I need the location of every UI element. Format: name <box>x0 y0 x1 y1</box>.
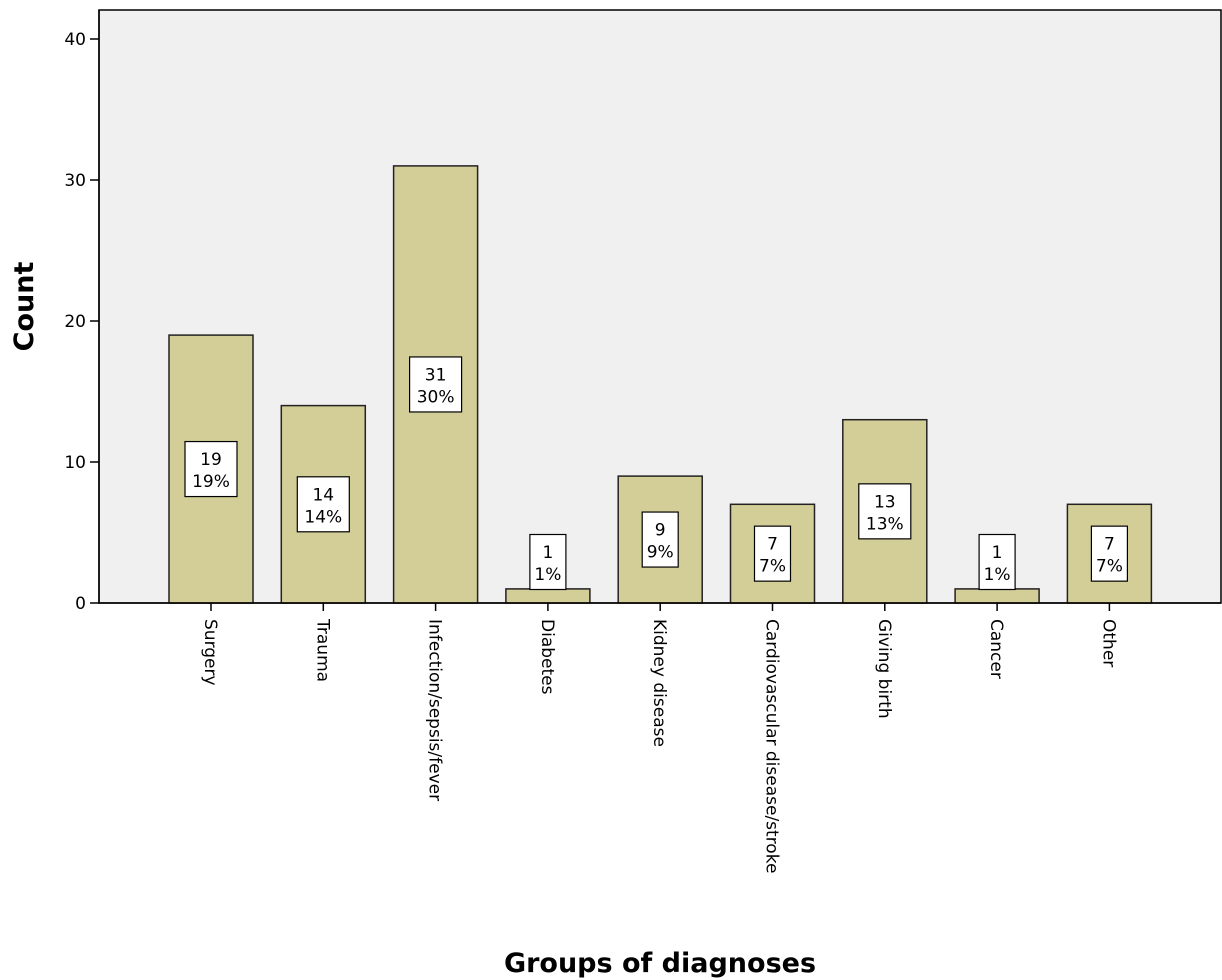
x-tick-label: Kidney disease <box>649 619 669 747</box>
data-label-count: 9 <box>655 521 666 541</box>
x-tick-label: Cancer <box>986 619 1006 679</box>
y-tick-label: 40 <box>64 30 86 50</box>
x-tick-label: Diabetes <box>537 619 557 695</box>
data-label-box <box>184 440 238 498</box>
bar <box>505 588 591 604</box>
x-tick-label: Infection/sepsis/fever <box>425 619 445 801</box>
y-axis: 0 10 20 30 40 <box>64 10 100 614</box>
data-label-box <box>978 533 1016 591</box>
bar <box>954 588 1040 604</box>
x-tick-label: Giving birth <box>874 619 894 719</box>
data-label-count: 1 <box>542 543 553 563</box>
data-label-percent: 13% <box>866 514 904 534</box>
data-label-percent: 1% <box>984 565 1011 585</box>
x-axis-title: Groups of diagnoses <box>504 948 816 979</box>
data-label-count: 13 <box>874 492 896 512</box>
y-tick-label: 0 <box>75 594 86 614</box>
x-axis: Surgery Trauma Infection/sepsis/fever Diabe… <box>99 602 1221 873</box>
data-label-percent: 19% <box>192 472 230 492</box>
data-label-box <box>296 476 350 533</box>
data-label-percent: 14% <box>304 507 342 527</box>
x-tick-label: Trauma <box>312 618 332 682</box>
data-label-box <box>529 533 567 591</box>
data-label-box <box>858 483 912 540</box>
x-tick-label: Surgery <box>200 619 220 686</box>
y-tick-label: 20 <box>64 312 86 332</box>
bar <box>1066 503 1153 604</box>
data-label-box <box>753 525 792 582</box>
data-label-count: 31 <box>425 365 447 385</box>
data-label-percent: 9% <box>647 543 674 563</box>
x-tick-label: Cardiovascular disease/stroke <box>762 619 782 873</box>
y-axis-title: Count <box>9 262 40 352</box>
data-label-count: 19 <box>200 450 222 470</box>
y-tick-label: 30 <box>64 171 86 191</box>
data-label-percent: 1% <box>534 565 561 585</box>
data-label-percent: 7% <box>759 557 786 577</box>
data-label-percent: 7% <box>1096 557 1123 577</box>
data-label-box <box>641 511 679 568</box>
data-label-box <box>409 356 463 413</box>
data-label-box <box>1090 525 1129 582</box>
data-label-count: 7 <box>1104 535 1115 555</box>
data-label-count: 14 <box>312 485 334 505</box>
data-label-count: 7 <box>767 535 778 555</box>
data-label-percent: 30% <box>417 387 455 407</box>
y-tick-label: 10 <box>64 453 86 473</box>
x-tick-label: Other <box>1098 619 1118 667</box>
data-label-count: 1 <box>992 543 1003 563</box>
